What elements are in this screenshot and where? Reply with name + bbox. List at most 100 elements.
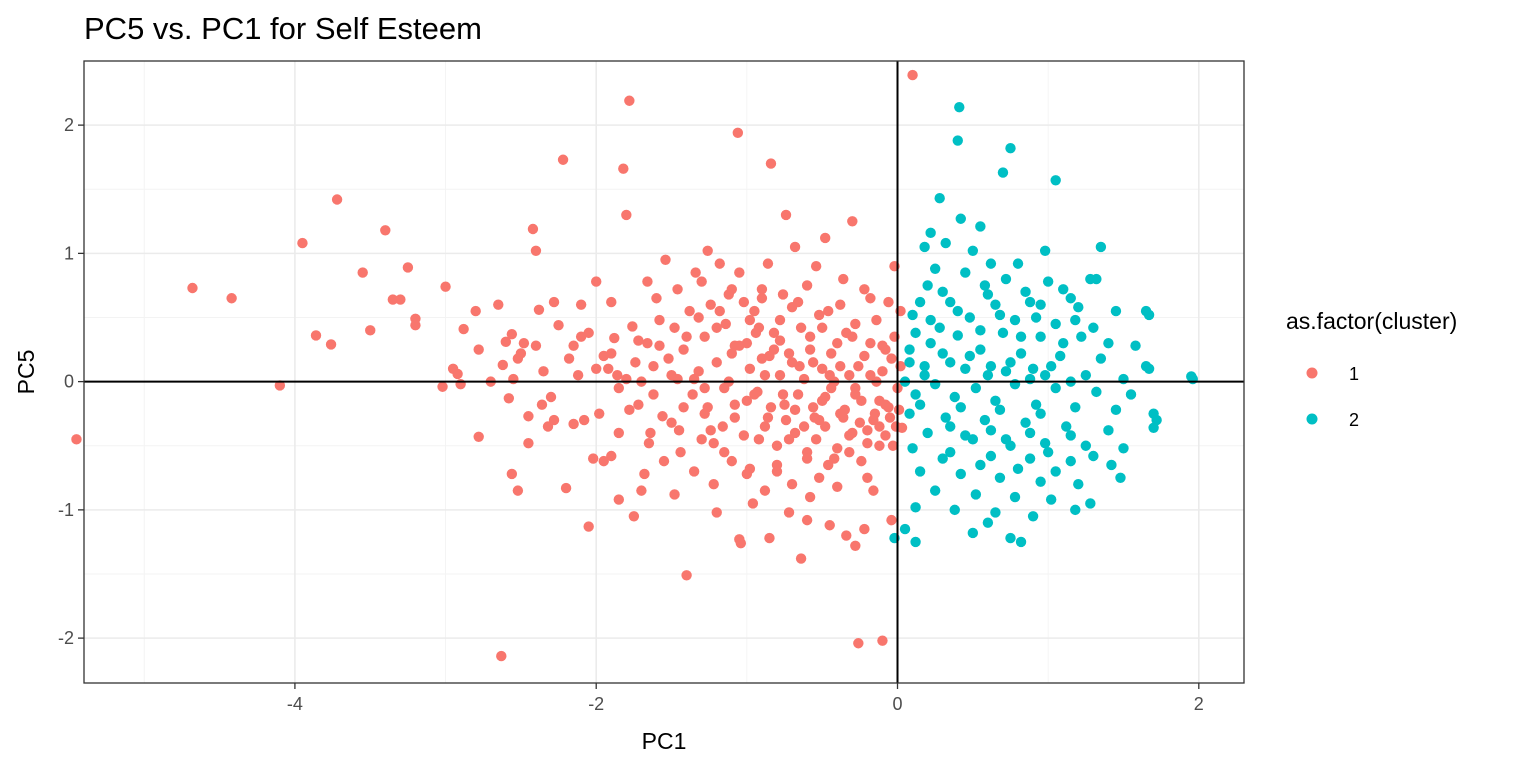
cluster-1-point <box>331 194 343 205</box>
cluster-1-point <box>887 440 899 451</box>
cluster-2-point <box>1115 472 1126 484</box>
cluster-1-point <box>738 430 750 441</box>
cluster-2-point <box>1015 348 1027 359</box>
cluster-1-point <box>711 357 722 368</box>
cluster-1-point <box>612 370 623 381</box>
cluster-2-point <box>967 527 979 539</box>
cluster-1-point <box>666 370 677 381</box>
cluster-1-point <box>310 330 322 341</box>
cluster-1-point <box>274 380 286 391</box>
cluster-1-point <box>726 455 737 467</box>
cluster-2-point <box>967 245 979 257</box>
cluster-1-point <box>762 258 774 269</box>
cluster-2-point <box>929 263 941 274</box>
cluster-1-point <box>633 335 644 346</box>
cluster-1-point <box>783 507 795 518</box>
cluster-1-point <box>657 411 668 422</box>
cluster-2-point <box>1042 446 1054 458</box>
cluster-1-point <box>645 427 656 439</box>
cluster-1-point <box>719 446 730 458</box>
cluster-1-point <box>708 479 719 490</box>
cluster-1-point <box>877 340 888 351</box>
cluster-2-point <box>982 517 994 528</box>
cluster-2-point <box>990 395 1001 407</box>
cluster-1-point <box>583 521 594 532</box>
cluster-1-point <box>568 418 579 430</box>
cluster-2-point <box>952 135 963 146</box>
cluster-2-point <box>1042 276 1054 287</box>
cluster-2-point <box>985 450 997 462</box>
cluster-1-point <box>714 305 725 317</box>
plot-panel <box>84 61 1244 683</box>
cluster-2-point <box>970 382 982 394</box>
cluster-2-point <box>1045 494 1057 505</box>
cluster-2-point <box>1070 314 1081 326</box>
cluster-2-point <box>910 536 921 548</box>
cluster-2-point <box>997 327 1009 339</box>
cluster-1-point <box>839 404 850 416</box>
cluster-2-point <box>1110 305 1122 317</box>
cluster-2-point <box>1045 361 1057 372</box>
cluster-2-point <box>967 434 979 445</box>
cluster-2-point <box>1091 273 1102 285</box>
cluster-2-point <box>945 421 956 432</box>
cluster-1-point <box>621 373 632 385</box>
cluster-1-point <box>687 389 698 400</box>
cluster-1-point <box>838 273 849 285</box>
cluster-2-point <box>1015 331 1027 342</box>
cluster-2-point <box>1035 331 1046 342</box>
cluster-1-point <box>794 361 805 372</box>
cluster-1-point <box>530 245 542 257</box>
cluster-2-point <box>1039 437 1051 449</box>
cluster-2-point <box>1009 314 1021 326</box>
cluster-2-point <box>982 370 994 381</box>
cluster-1-point <box>506 468 518 480</box>
cluster-1-point <box>591 363 602 374</box>
cluster-2-point <box>982 289 994 300</box>
cluster-1-point <box>711 507 722 518</box>
cluster-1-point <box>630 357 641 368</box>
cluster-1-point <box>853 638 864 649</box>
y-tick-label: 2 <box>64 115 74 135</box>
cluster-1-point <box>493 299 504 310</box>
cluster-1-point <box>654 340 665 351</box>
cluster-1-point <box>651 293 662 304</box>
cluster-2-point <box>899 523 911 535</box>
cluster-2-point <box>1058 284 1069 295</box>
cluster-1-point <box>538 366 549 377</box>
cluster-2-point <box>1027 363 1039 374</box>
cluster-2-point <box>1073 479 1084 490</box>
cluster-1-point <box>557 154 569 165</box>
legend-label-1: 1 <box>1349 364 1359 384</box>
cluster-2-point <box>997 167 1009 178</box>
cluster-2-point <box>1005 440 1016 451</box>
reference-lines <box>84 61 1244 683</box>
cluster-1-point <box>705 299 716 310</box>
cluster-1-point <box>624 95 635 106</box>
cluster-1-point <box>853 361 864 372</box>
cluster-1-point <box>681 570 692 581</box>
cluster-1-point <box>654 314 665 326</box>
cluster-1-point <box>226 293 237 304</box>
cluster-1-point <box>819 232 831 244</box>
cluster-1-point <box>726 284 737 295</box>
cluster-2-point <box>929 485 941 496</box>
cluster-2-point <box>990 299 1001 310</box>
cluster-1-point <box>759 421 771 432</box>
cluster-2-point <box>1055 350 1066 362</box>
cluster-2-point <box>934 322 945 333</box>
cluster-1-point <box>693 366 704 377</box>
cluster-1-point <box>387 294 399 305</box>
cluster-2-point <box>952 330 963 341</box>
cluster-1-point <box>711 322 722 333</box>
cluster-1-point <box>187 282 198 294</box>
cluster-2-point <box>1012 463 1024 475</box>
cluster-1-point <box>859 523 870 535</box>
y-tick-label: 1 <box>64 243 74 263</box>
cluster-1-point <box>753 322 765 333</box>
cluster-2-point <box>1009 378 1021 390</box>
cluster-2-point <box>934 193 945 204</box>
cluster-1-point <box>756 284 768 295</box>
cluster-1-point <box>696 434 707 445</box>
